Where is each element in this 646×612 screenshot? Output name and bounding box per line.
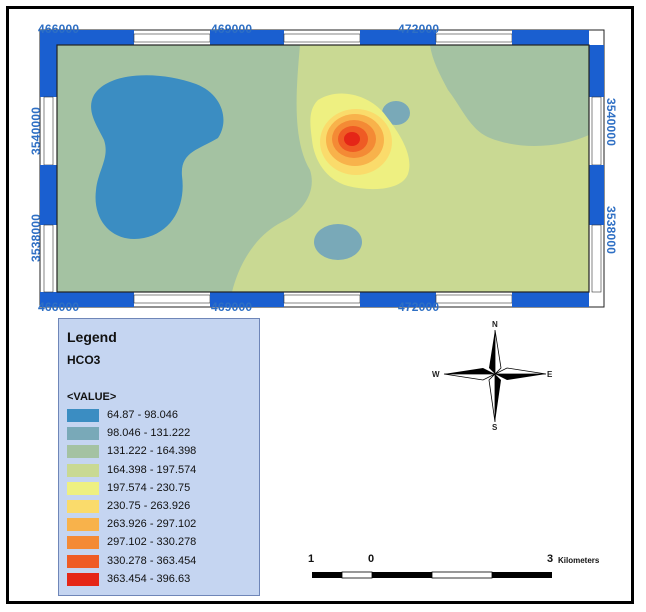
x-tick-label-top: 466000	[38, 22, 80, 36]
top-coordinate-bar	[40, 30, 589, 45]
left-coordinate-bar	[40, 45, 57, 293]
compass-north-label: N	[492, 320, 498, 329]
legend-item: 263.926 - 297.102	[67, 518, 257, 532]
legend-title: Legend	[67, 329, 117, 345]
compass-east-label: E	[547, 370, 553, 379]
legend-item-label: 131.222 - 164.398	[107, 445, 197, 458]
map-neatline	[56, 44, 590, 293]
scale-label-zero: 0	[368, 553, 375, 565]
zone-64-98	[91, 75, 224, 239]
legend-swatch	[67, 500, 99, 513]
legend-swatch	[67, 481, 99, 495]
legend-item-label: 263.926 - 297.102	[107, 518, 197, 531]
legend-item-label: 64.87 - 98.046	[107, 409, 178, 421]
legend-item: 197.574 - 230.75	[67, 481, 257, 496]
legend-item-label: 363.454 - 396.63	[107, 572, 191, 585]
scale-label-left: 1	[308, 553, 315, 565]
compass-south-label: S	[492, 423, 498, 432]
legend-swatch	[67, 554, 99, 568]
right-coordinate-bar	[589, 45, 604, 293]
legend-item: 164.398 - 197.574	[67, 463, 257, 478]
legend-swatch	[67, 463, 99, 477]
legend-item: 297.102 - 330.278	[67, 536, 257, 550]
legend-swatch	[67, 427, 99, 441]
compass-rose-icon	[443, 329, 547, 423]
scale-unit-label: Kilometers	[558, 556, 600, 565]
legend-item: 64.87 - 98.046	[67, 409, 257, 423]
legend-swatch	[67, 409, 99, 422]
scale-bar-graphic	[312, 571, 552, 579]
north-arrow: N S E W	[420, 318, 570, 438]
hco3-surface	[57, 45, 589, 292]
legend-item: 98.046 - 131.222	[67, 427, 257, 441]
y-tick-label-left: 3538000	[29, 213, 43, 262]
legend-item-label: 98.046 - 131.222	[107, 427, 191, 440]
scale-bar: 1 0 3 Kilometers	[308, 553, 628, 593]
legend-item-label: 230.75 - 263.926	[107, 500, 191, 512]
zone-98-131-small	[314, 224, 362, 260]
scale-label-right: 3	[547, 553, 554, 565]
legend-item: 330.278 - 363.454	[67, 554, 257, 569]
x-tick-label-top: 472000	[398, 22, 440, 36]
zone-131-164-east	[430, 45, 589, 146]
y-tick-label-left: 3540000	[29, 106, 43, 155]
map-legend: Legend HCO3 <VALUE> 64.87 - 98.046 98.046…	[58, 318, 260, 596]
legend-item-label: 164.398 - 197.574	[107, 463, 197, 476]
y-tick-label-right: 3540000	[604, 98, 618, 147]
legend-item-label: 330.278 - 363.454	[107, 554, 197, 567]
legend-field-name: <VALUE>	[67, 391, 117, 403]
y-tick-label-right: 3538000	[604, 206, 618, 255]
legend-item: 131.222 - 164.398	[67, 445, 257, 459]
legend-item: 230.75 - 263.926	[67, 500, 257, 514]
legend-swatch	[67, 518, 99, 532]
zone-98-131-north	[382, 101, 410, 125]
x-tick-label-bottom: 466000	[38, 300, 80, 314]
legend-item: 363.454 - 396.63	[67, 572, 257, 587]
x-tick-label-bottom: 472000	[398, 300, 440, 314]
legend-item-label: 297.102 - 330.278	[107, 536, 197, 549]
x-tick-label-top: 469000	[211, 22, 253, 36]
legend-swatch	[67, 536, 99, 550]
bottom-coordinate-bar	[40, 292, 589, 307]
legend-layer-name: HCO3	[67, 353, 101, 367]
legend-swatch	[67, 445, 99, 459]
legend-swatch	[67, 572, 99, 586]
zone-363-396	[344, 132, 360, 146]
x-tick-label-bottom: 469000	[211, 300, 253, 314]
compass-west-label: W	[432, 370, 440, 379]
legend-item-label: 197.574 - 230.75	[107, 481, 191, 494]
